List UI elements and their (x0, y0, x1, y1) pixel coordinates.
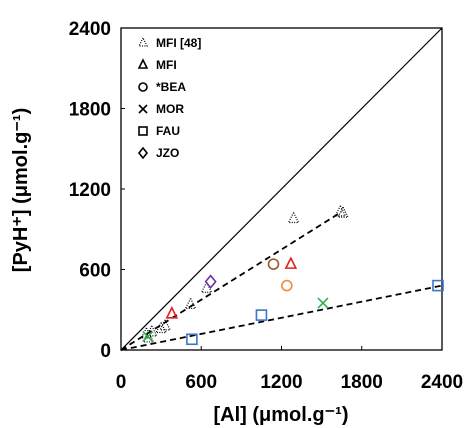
data-point (159, 318, 172, 331)
data-point (204, 274, 217, 289)
reference-line-1 (120, 211, 343, 351)
legend-label: JZO (156, 146, 179, 160)
legend-label: MFI [48] (156, 36, 201, 50)
legend-marker (137, 58, 149, 69)
y-axis-label: [PyH⁺] (μmol.g⁻¹) (10, 108, 32, 272)
axis-ticks: 0 600 1200 1800 2400 0 600 1200 1800 2400 (69, 19, 463, 393)
y-tick-label: 0 (100, 341, 111, 362)
legend: MFI [48] MFI *BEA MOR FAU JZO (137, 36, 201, 160)
data-point (281, 279, 293, 292)
y-tick-label: 2400 (69, 19, 111, 40)
data-point (432, 279, 444, 292)
data-point (255, 309, 268, 321)
legend-marker (138, 126, 148, 136)
legend-label: *BEA (156, 80, 186, 94)
legend-marker (138, 104, 148, 114)
series-fau (186, 279, 444, 346)
data-points (140, 204, 444, 346)
data-point (287, 211, 300, 224)
data-point (142, 331, 154, 343)
legend-marker (138, 36, 148, 47)
x-tick-label: 600 (185, 372, 217, 393)
x-tick-label: 1800 (341, 372, 383, 393)
data-point (165, 305, 179, 319)
legend-label: FAU (156, 124, 180, 138)
data-point (186, 333, 198, 346)
x-tick-label: 2400 (421, 372, 463, 393)
data-point (155, 321, 168, 334)
x-axis-label: [Al] (μmol.g⁻¹) (214, 404, 349, 426)
data-point (284, 256, 298, 269)
data-point (334, 204, 347, 217)
series--bea (267, 258, 293, 292)
series-mor (142, 297, 329, 343)
legend-marker (138, 82, 148, 92)
reference-line-2 (120, 284, 443, 351)
reference-lines (120, 27, 443, 351)
y-tick-label: 1200 (69, 180, 111, 201)
series-jzo (204, 274, 217, 289)
data-point (142, 330, 155, 343)
x-tick-label: 1200 (260, 372, 302, 393)
data-point (317, 297, 329, 309)
data-point (145, 324, 158, 337)
legend-marker (137, 146, 149, 160)
data-point (200, 280, 213, 293)
series-mfi (165, 256, 298, 319)
data-point (337, 205, 349, 218)
reference-line-0 (120, 27, 443, 351)
y-tick-label: 600 (79, 261, 111, 282)
data-point (184, 297, 197, 309)
x-tick-label: 0 (116, 372, 127, 393)
y-tick-label: 1800 (69, 100, 111, 121)
legend-label: MFI (156, 58, 177, 72)
legend-label: MOR (156, 102, 184, 116)
data-point (267, 258, 280, 270)
